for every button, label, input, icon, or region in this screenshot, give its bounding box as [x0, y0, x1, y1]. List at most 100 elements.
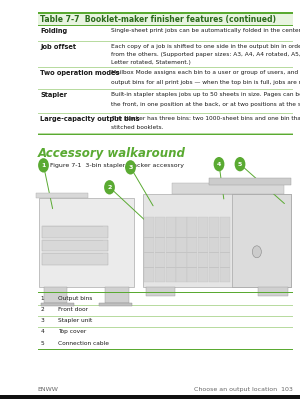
Bar — [209, 217, 219, 282]
Circle shape — [214, 157, 224, 171]
Bar — [144, 252, 154, 253]
Bar — [36, 193, 88, 198]
Bar — [220, 217, 230, 282]
Bar — [209, 237, 219, 238]
Bar — [198, 217, 208, 282]
Text: 5: 5 — [238, 162, 242, 167]
Bar — [105, 287, 129, 303]
Bar — [38, 90, 292, 114]
Bar — [38, 133, 292, 134]
Bar — [38, 12, 292, 14]
Text: Large-capacity output bins: Large-capacity output bins — [40, 116, 140, 122]
Text: The stacker has three bins: two 1000-sheet bins and one bin that can hold up to : The stacker has three bins: two 1000-she… — [111, 116, 300, 121]
Bar — [39, 198, 134, 287]
Text: Table 7-7  Booklet-maker finisher features (continued): Table 7-7 Booklet-maker finisher feature… — [40, 15, 277, 24]
Bar — [155, 237, 165, 238]
Text: 2: 2 — [107, 185, 112, 190]
Bar — [38, 41, 292, 42]
Text: the front, in one position at the back, or at two positions at the side or top.: the front, in one position at the back, … — [111, 102, 300, 107]
Bar — [198, 267, 208, 268]
Bar — [198, 252, 208, 253]
Text: Accessory walkaround: Accessory walkaround — [38, 146, 185, 160]
Bar — [42, 240, 108, 251]
Text: 4: 4 — [40, 329, 44, 334]
Bar — [99, 303, 132, 306]
Bar — [176, 267, 187, 268]
Bar — [220, 252, 230, 253]
Bar — [38, 25, 292, 26]
Text: stitched booklets.: stitched booklets. — [111, 124, 164, 130]
Bar — [258, 287, 288, 296]
Circle shape — [38, 158, 49, 172]
Bar — [38, 349, 292, 350]
Bar — [144, 217, 154, 282]
Bar — [172, 183, 284, 194]
Bar — [38, 42, 292, 68]
Text: 5: 5 — [40, 340, 44, 346]
Bar — [176, 237, 187, 238]
Bar — [176, 252, 187, 253]
Bar — [38, 68, 292, 90]
Text: Two operation modes: Two operation modes — [40, 70, 120, 76]
Bar — [166, 252, 176, 253]
Bar — [44, 287, 67, 303]
Bar — [38, 292, 292, 293]
Bar — [209, 252, 219, 253]
Bar — [142, 194, 291, 287]
Bar — [166, 217, 176, 282]
Bar — [187, 252, 197, 253]
Bar — [38, 316, 292, 317]
Bar — [187, 217, 197, 282]
Bar — [40, 303, 74, 306]
Text: Output bins: Output bins — [58, 296, 93, 301]
Bar — [38, 294, 292, 306]
Bar — [38, 67, 292, 68]
Text: Each copy of a job is shifted to one side in the output bin in order to keep eac: Each copy of a job is shifted to one sid… — [111, 44, 300, 49]
Text: Front door: Front door — [58, 307, 88, 312]
Text: output bins for all print jobs — when the top bin is full, jobs are routed to th: output bins for all print jobs — when th… — [111, 79, 300, 85]
Text: Choose an output location  103: Choose an output location 103 — [194, 387, 292, 392]
Text: Stapler unit: Stapler unit — [58, 318, 93, 323]
Circle shape — [125, 160, 136, 174]
Text: 1: 1 — [41, 163, 46, 168]
Text: Connection cable: Connection cable — [58, 340, 110, 346]
Bar — [38, 113, 292, 114]
Bar — [187, 237, 197, 238]
Bar — [38, 89, 292, 90]
Bar — [146, 287, 175, 296]
Bar — [144, 237, 154, 238]
Text: Job offset: Job offset — [40, 44, 76, 50]
Text: Folding: Folding — [40, 28, 68, 34]
Text: Figure 7-1  3-bin stapler/stacker accessory: Figure 7-1 3-bin stapler/stacker accesso… — [50, 162, 184, 168]
Bar — [198, 237, 208, 238]
Bar — [220, 237, 230, 238]
Bar — [42, 240, 104, 241]
Bar — [38, 114, 292, 134]
Circle shape — [235, 157, 245, 171]
Bar — [232, 194, 291, 287]
Bar — [38, 317, 292, 328]
Bar — [38, 328, 292, 339]
Text: Stapler: Stapler — [40, 92, 68, 98]
Circle shape — [252, 246, 261, 258]
Bar — [42, 226, 104, 227]
Bar — [220, 267, 230, 268]
Bar — [209, 267, 219, 268]
Bar — [38, 306, 292, 317]
Bar — [38, 134, 292, 135]
Text: Top cover: Top cover — [58, 329, 87, 334]
Bar — [155, 267, 165, 268]
Text: 1: 1 — [40, 296, 44, 301]
Bar — [155, 217, 165, 282]
Bar — [187, 267, 197, 268]
Bar — [38, 339, 292, 350]
Bar — [38, 14, 292, 25]
Bar — [42, 226, 108, 238]
Text: 3: 3 — [40, 318, 44, 323]
Bar — [209, 178, 291, 185]
Bar — [166, 237, 176, 238]
Text: Built-in stapler staples jobs up to 50 sheets in size. Pages can be stapled in o: Built-in stapler staples jobs up to 50 s… — [111, 92, 300, 97]
Text: from the others. (Supported paper sizes: A3, A4, A4 rotated, A5, B4, B5, Ledger,: from the others. (Supported paper sizes:… — [111, 52, 300, 57]
Bar — [155, 252, 165, 253]
Bar — [42, 253, 104, 255]
